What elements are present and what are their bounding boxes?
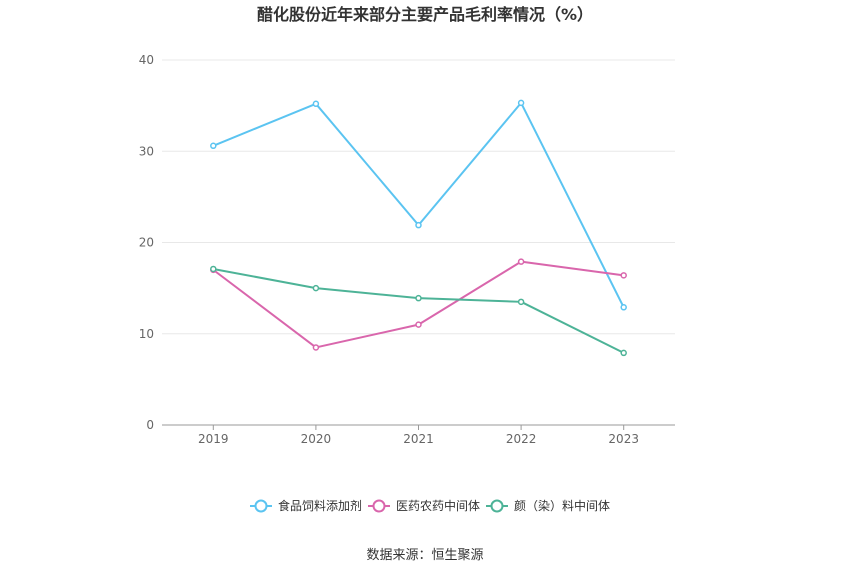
data-point[interactable] bbox=[517, 99, 525, 107]
series-line bbox=[212, 101, 625, 308]
data-point[interactable] bbox=[312, 100, 320, 108]
y-tick-label: 0 bbox=[146, 418, 154, 432]
data-point[interactable] bbox=[415, 221, 422, 229]
series-layer bbox=[210, 99, 627, 357]
series-0 bbox=[210, 99, 627, 311]
series-1 bbox=[210, 258, 627, 351]
legend-label: 食品饲料添加剂 bbox=[278, 498, 362, 513]
data-point[interactable] bbox=[620, 272, 627, 279]
data-point[interactable] bbox=[415, 321, 422, 328]
axis-layer: 0 10 20 30 40 2019 2020 2021 2022 2023 bbox=[139, 53, 675, 446]
data-point[interactable] bbox=[517, 258, 525, 265]
x-tick-label: 2021 bbox=[403, 432, 434, 446]
x-tick-label: 2022 bbox=[506, 432, 537, 446]
series-2 bbox=[210, 265, 627, 357]
x-tick-label: 2023 bbox=[608, 432, 639, 446]
legend-item-2[interactable]: 颜（染）料中间体 bbox=[486, 498, 610, 513]
x-tick-label: 2019 bbox=[198, 432, 229, 446]
data-source: 数据来源：恒生聚源 bbox=[366, 548, 483, 563]
y-tick-label: 20 bbox=[139, 236, 154, 250]
data-point[interactable] bbox=[210, 265, 217, 273]
x-tick-label: 2020 bbox=[301, 432, 332, 446]
series-line bbox=[212, 260, 624, 349]
data-point[interactable] bbox=[312, 344, 320, 351]
data-point[interactable] bbox=[415, 294, 422, 302]
legend-item-1[interactable]: 医药农药中间体 bbox=[368, 498, 480, 513]
legend-marker-icon bbox=[372, 499, 386, 513]
legend-label: 医药农药中间体 bbox=[396, 498, 480, 513]
data-point[interactable] bbox=[620, 349, 627, 357]
legend-item-0[interactable]: 食品饲料添加剂 bbox=[250, 498, 362, 513]
legend-marker-icon bbox=[490, 499, 504, 513]
y-tick-label: 10 bbox=[139, 327, 154, 341]
data-point[interactable] bbox=[620, 304, 627, 311]
y-tick-label: 30 bbox=[139, 144, 154, 158]
data-point[interactable] bbox=[312, 284, 320, 292]
data-point[interactable] bbox=[210, 142, 217, 150]
chart-title: 醋化股份近年来部分主要产品毛利率情况（%） bbox=[257, 5, 593, 24]
grid-layer bbox=[162, 59, 675, 335]
series-line bbox=[213, 267, 625, 354]
data-point[interactable] bbox=[517, 298, 525, 306]
legend[interactable]: 食品饲料添加剂 医药农药中间体 颜（染）料中间体 bbox=[250, 498, 610, 513]
legend-marker-icon bbox=[254, 499, 268, 513]
legend-label: 颜（染）料中间体 bbox=[514, 498, 610, 513]
y-tick-label: 40 bbox=[139, 53, 154, 67]
